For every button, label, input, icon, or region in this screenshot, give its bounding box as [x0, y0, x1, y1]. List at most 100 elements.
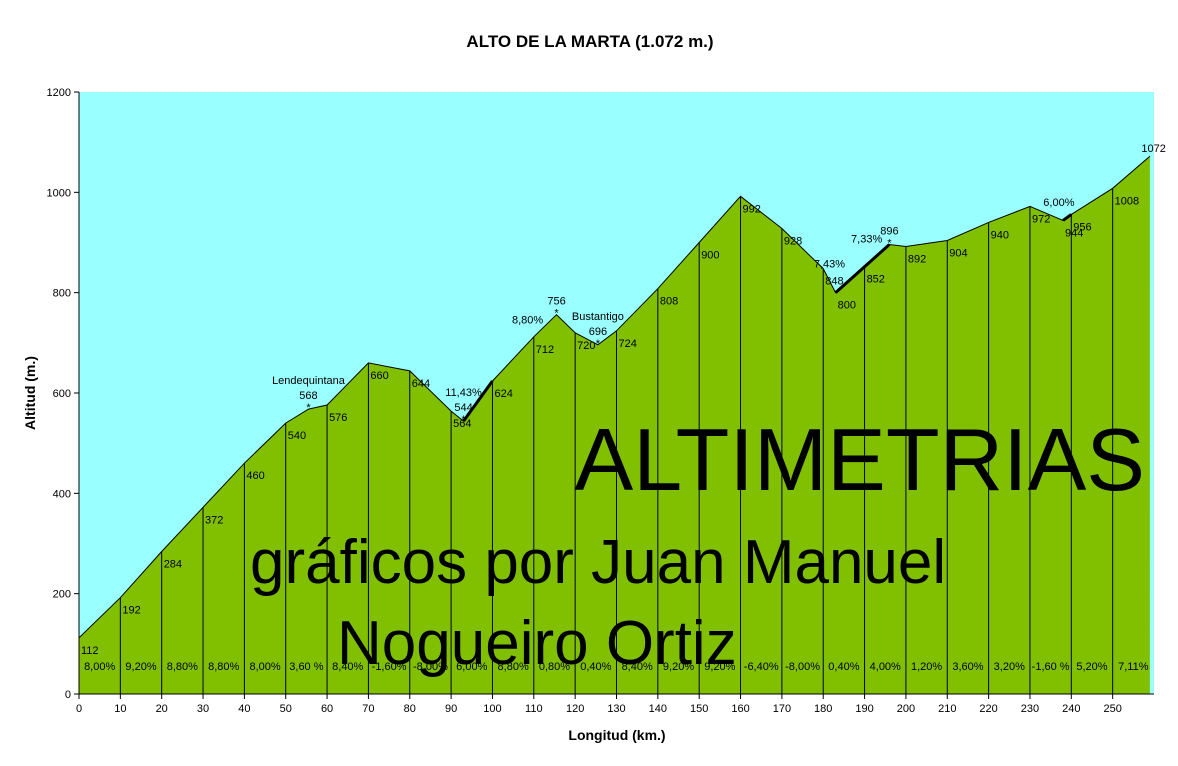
altitude-label: 900 — [701, 250, 719, 262]
peak-marker: * — [596, 338, 601, 350]
x-tick-label: 190 — [855, 703, 873, 715]
x-tick-label: 150 — [690, 703, 708, 715]
peak-marker: * — [306, 402, 311, 414]
altitude-label: 192 — [122, 605, 140, 617]
segment-gradient: 8,00% — [249, 661, 280, 673]
peak-labels: *568Lendequintana*54411,43%*756*696Busta… — [272, 226, 898, 427]
x-tick-label: 30 — [197, 703, 209, 715]
peak-name: Lendequintana — [272, 375, 346, 387]
altitude-label: 112 — [81, 645, 99, 657]
altitude-label: 712 — [536, 344, 554, 356]
segment-gradient: 9,20% — [704, 661, 735, 673]
steep-segment — [462, 380, 494, 422]
x-tick-label: 240 — [1062, 703, 1080, 715]
watermark-line-2: gráficos por Juan Manuel — [250, 528, 946, 597]
x-tick-label: 170 — [773, 703, 791, 715]
gradient-callout: 6,00% — [1043, 197, 1074, 209]
y-tick-label: 0 — [65, 689, 71, 701]
altitude-label: 940 — [991, 229, 1009, 241]
x-tick-label: 220 — [979, 703, 997, 715]
segment-gradient: 1,20% — [911, 661, 942, 673]
x-tick-label: 10 — [114, 703, 126, 715]
segment-gradient-labels: 8,00% 9,20% 8,80% 8,80% 8,00% 3,60 % 8,40% -1,6… — [84, 661, 1149, 673]
altitude-label: 724 — [619, 338, 637, 350]
x-tick-label: 160 — [731, 703, 749, 715]
gradient-callout: 7,43% — [814, 259, 845, 271]
altitude-label: 956 — [1073, 221, 1091, 233]
y-tick-label: 1200 — [47, 87, 71, 99]
gradient-callout: 8,80% — [512, 314, 543, 326]
segment-gradient: 5,20% — [1076, 661, 1107, 673]
x-tick-label: 50 — [280, 703, 292, 715]
segment-gradient: 9,20% — [125, 661, 156, 673]
y-tick-label: 800 — [53, 288, 71, 300]
peak-altitude: 544 — [454, 402, 472, 414]
peak-marker: * — [461, 414, 466, 426]
altitude-label: 928 — [784, 235, 802, 247]
segment-gradient: 8,40% — [332, 661, 363, 673]
y-axis-ticks: 0 200 400 600 800 1000 1200 — [47, 87, 79, 701]
segment-gradient: 8,80% — [167, 661, 198, 673]
watermark: ALTIMETRIAS gráficos por Juan Manuel Nog… — [250, 410, 1145, 678]
peak-altitude: 896 — [880, 226, 898, 238]
y-tick-label: 1000 — [47, 187, 71, 199]
altitude-label: 284 — [164, 559, 182, 571]
steep-segment — [1062, 213, 1073, 222]
altitude-label: 624 — [494, 388, 512, 400]
altitude-label: 540 — [288, 430, 306, 442]
segment-gradient: -6,40% — [744, 661, 779, 673]
segment-gradient: 6,00% — [456, 661, 487, 673]
altitude-label: 848 — [825, 276, 843, 288]
peak-altitude: 696 — [589, 326, 607, 338]
x-tick-label: 250 — [1103, 703, 1121, 715]
segment-gradient: 8,40% — [622, 661, 653, 673]
altitude-label: 904 — [949, 247, 967, 259]
segment-gradient: 9,20% — [663, 661, 694, 673]
peak-name: 11,43% — [445, 387, 482, 399]
gradient-callout: 7,33% — [851, 234, 882, 246]
segment-gradient: 8,80% — [498, 661, 529, 673]
x-axis-ticks: 0 10 20 30 40 50 60 70 80 90 100 110 120 130 140 150 160… — [76, 694, 1122, 715]
altitude-label: 944 — [1065, 227, 1083, 239]
terrain-area — [79, 156, 1150, 694]
x-tick-label: 230 — [1021, 703, 1039, 715]
x-tick-label: 130 — [607, 703, 625, 715]
altitude-label: 660 — [370, 370, 388, 382]
segment-gradient: 4,00% — [870, 661, 901, 673]
chart-title: ALTO DE LA MARTA (1.072 m.) — [466, 32, 713, 51]
segment-gradient: 0,40% — [828, 661, 859, 673]
altitude-label: 720 — [577, 340, 595, 352]
altitude-label: 800 — [838, 300, 856, 312]
peak-altitude: 756 — [547, 296, 565, 308]
altitude-label: 460 — [246, 470, 264, 482]
segment-divider-lines — [119, 188, 1114, 694]
altitude-label: 564 — [453, 418, 471, 430]
x-tick-label: 0 — [76, 703, 82, 715]
y-tick-label: 600 — [53, 388, 71, 400]
terrain-profile — [78, 155, 1151, 694]
segment-gradient: 8,00% — [84, 661, 115, 673]
x-tick-label: 40 — [238, 703, 250, 715]
x-tick-label: 120 — [566, 703, 584, 715]
altitude-label: 992 — [743, 203, 761, 215]
peak-altitude: 568 — [299, 390, 317, 402]
segment-gradient: 3,60% — [952, 661, 983, 673]
watermark-line-1: ALTIMETRIAS — [575, 410, 1145, 509]
gradient-callouts: 8,80% 7,43% 7,33% 6,00% — [512, 197, 1075, 326]
x-tick-label: 100 — [483, 703, 501, 715]
profile-line — [78, 155, 1151, 639]
altitude-label: 808 — [660, 296, 678, 308]
segment-gradient: 0,80% — [539, 661, 570, 673]
x-tick-label: 110 — [525, 703, 543, 715]
segment-gradient: -1,60% — [372, 661, 407, 673]
x-tick-label: 60 — [321, 703, 333, 715]
peak-marker: * — [887, 238, 892, 250]
x-tick-label: 200 — [897, 703, 915, 715]
altitude-label: 852 — [867, 274, 885, 286]
y-tick-label: 200 — [53, 589, 71, 601]
x-tick-label: 70 — [362, 703, 374, 715]
steep-segment — [834, 243, 891, 294]
x-tick-label: 210 — [938, 703, 956, 715]
steep-segments — [462, 213, 1073, 422]
